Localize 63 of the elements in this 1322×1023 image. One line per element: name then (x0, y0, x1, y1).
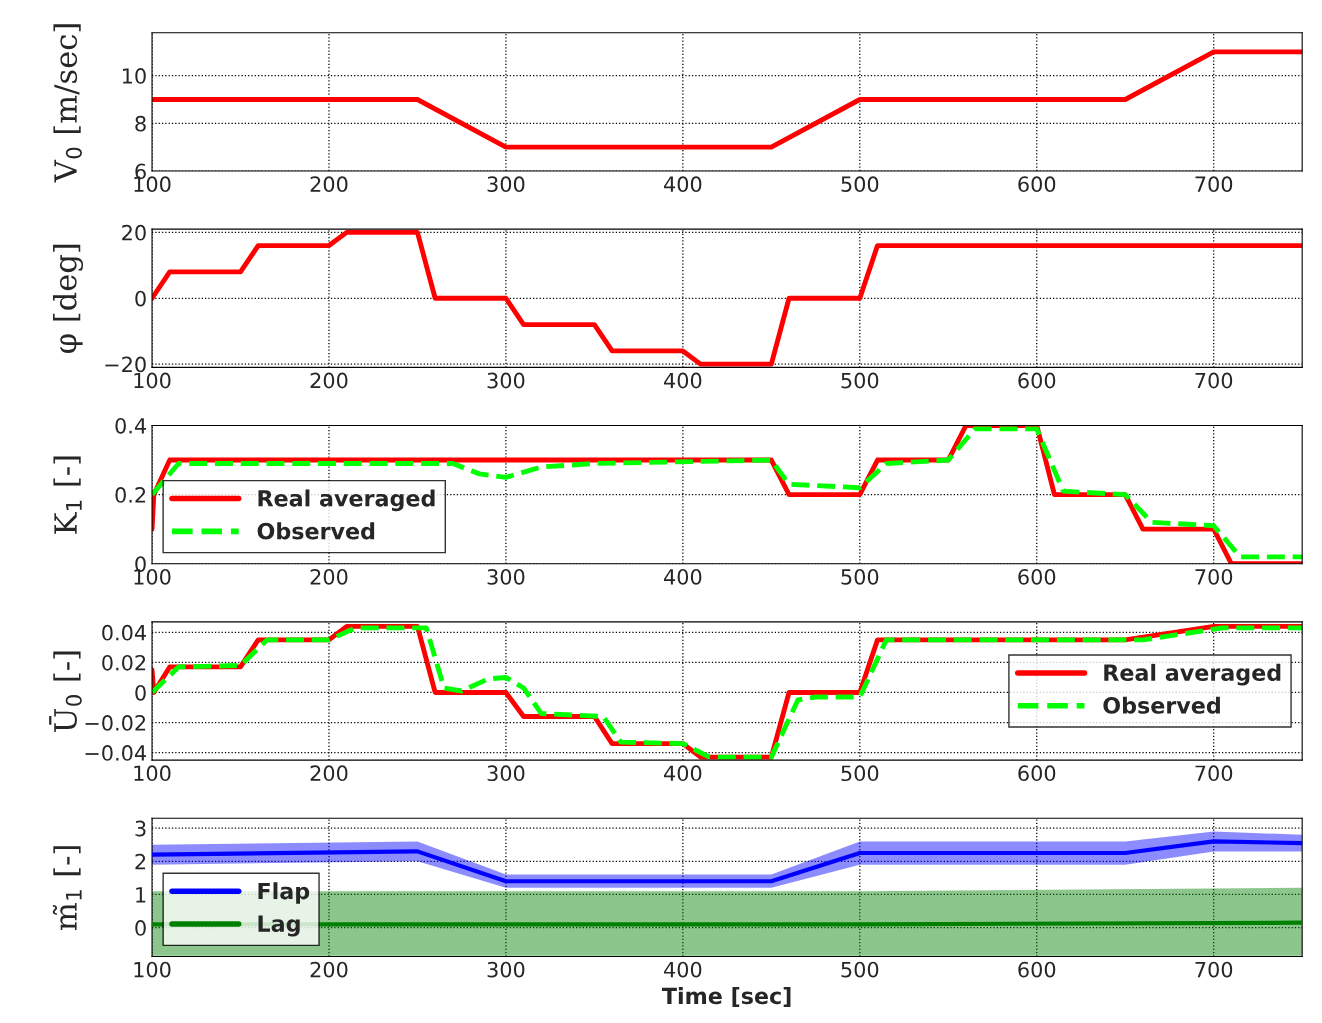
x-tick-label: 300 (487, 568, 525, 585)
x-tick-label: 700 (1195, 568, 1233, 585)
legend-label: Real averaged (1104, 663, 1281, 686)
x-tick-label: 400 (664, 176, 702, 193)
x-tick-label: 200 (310, 176, 348, 193)
y-axis-title: m̃$_{1}$ [-] (52, 846, 82, 931)
y-axis-title: K$_{1}$ [-] (53, 456, 82, 534)
y-tick-label: −20 (105, 356, 146, 373)
x-tick-label: 300 (487, 176, 525, 193)
x-tick-label: 700 (1195, 961, 1233, 978)
x-tick-label: 200 (310, 568, 348, 585)
line-series (152, 839, 1303, 884)
y-tick-label: 2 (135, 853, 146, 870)
x-tick-label: 200 (310, 765, 348, 782)
y-tick-label: 20 (122, 224, 146, 241)
x-tick-label: 100 (134, 961, 171, 978)
y-tick-label: 0.4 (115, 417, 146, 434)
y-tick-label: 1 (136, 887, 146, 903)
x-tick-label: 400 (664, 568, 702, 585)
x-tick-label: 500 (841, 568, 879, 585)
legend-label: Flap (258, 882, 310, 904)
x-tick-label: 400 (664, 765, 702, 782)
x-tick-label: 600 (1018, 568, 1056, 585)
x-tick-label: 500 (841, 176, 879, 193)
x-tick-label: 600 (1018, 961, 1056, 978)
x-tick-label: 500 (841, 961, 879, 978)
x-tick-label: 200 (310, 961, 348, 978)
x-tick-label: 200 (310, 372, 348, 389)
legend-label: Observed (1103, 696, 1220, 714)
y-tick-label: 8 (135, 115, 146, 132)
x-tick-label: 700 (1195, 765, 1233, 782)
x-tick-label: 300 (487, 765, 525, 782)
y-axis-title: φ [deg] (53, 244, 84, 353)
y-tick-label: −0.04 (85, 745, 146, 761)
y-tick-label: 0 (135, 920, 146, 936)
x-tick-label: 600 (1018, 372, 1056, 389)
x-tick-label: 600 (1018, 176, 1056, 193)
x-tick-label: 600 (1018, 765, 1056, 782)
y-tick-label: 0 (135, 290, 146, 307)
line-series (152, 229, 1303, 367)
y-tick-label: 0.2 (115, 487, 146, 503)
y-axis-title: Ū$_{0}$ [-] (49, 651, 82, 732)
x-tick-label: 300 (487, 372, 525, 389)
legend-label: Observed (257, 522, 375, 540)
legend-label: Real averaged (258, 489, 435, 512)
x-tick-label: 500 (841, 372, 879, 389)
x-tick-label: 100 (134, 372, 171, 389)
y-tick-label: −0.02 (85, 715, 146, 731)
y-tick-label: 3 (135, 820, 146, 837)
x-tick-label: 700 (1195, 176, 1233, 193)
x-tick-label: 500 (841, 765, 879, 782)
x-tick-label: 400 (664, 372, 702, 389)
x-tick-label: 100 (134, 765, 171, 782)
x-tick-label: 400 (664, 961, 702, 978)
x-tick-label: 300 (487, 961, 525, 978)
y-axis-title: V$_{0}$ [m/sec] (53, 24, 82, 183)
y-tick-label: 0 (135, 684, 146, 701)
legend-label: Lag (258, 915, 300, 937)
y-tick-label: 10 (122, 68, 146, 84)
y-tick-label: 0.02 (102, 654, 146, 671)
y-tick-label: 0.04 (102, 624, 146, 641)
x-tick-label: 700 (1195, 372, 1233, 389)
x-axis-title: Time [sec] (661, 987, 791, 1007)
